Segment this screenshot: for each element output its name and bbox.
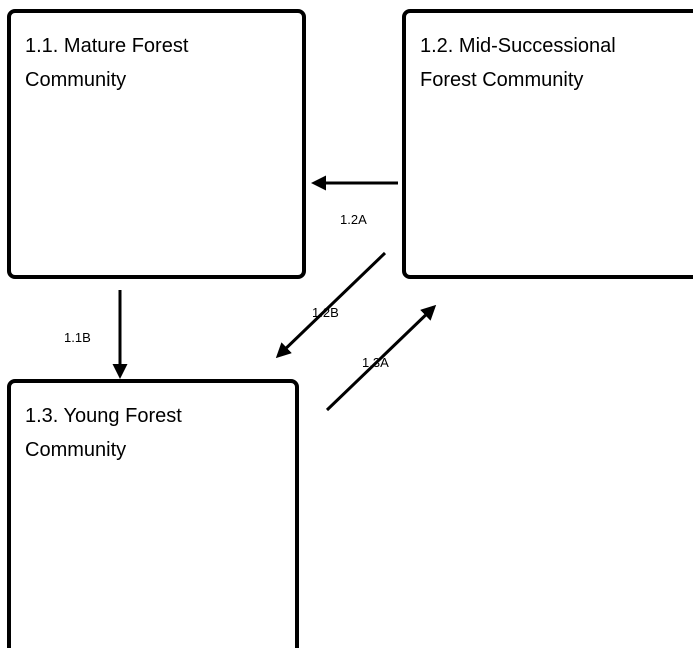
edge-label: 1.3A <box>362 355 389 370</box>
node-box <box>7 379 299 648</box>
node-box <box>7 9 306 279</box>
node-box <box>402 9 693 279</box>
node-label: 1.3. Young Forest <box>25 405 182 427</box>
node-label: Forest Community <box>420 69 583 91</box>
node-label: Community <box>25 439 126 461</box>
node-label: 1.1. Mature Forest <box>25 35 189 57</box>
arrow <box>275 251 387 359</box>
node-label: 1.2. Mid-Successional <box>420 35 616 57</box>
edge-label: 1.1B <box>64 330 91 345</box>
edge-label: 1.2B <box>312 305 339 320</box>
edge-label: 1.2A <box>340 212 367 227</box>
arrow <box>325 304 437 412</box>
node-label: Community <box>25 69 126 91</box>
